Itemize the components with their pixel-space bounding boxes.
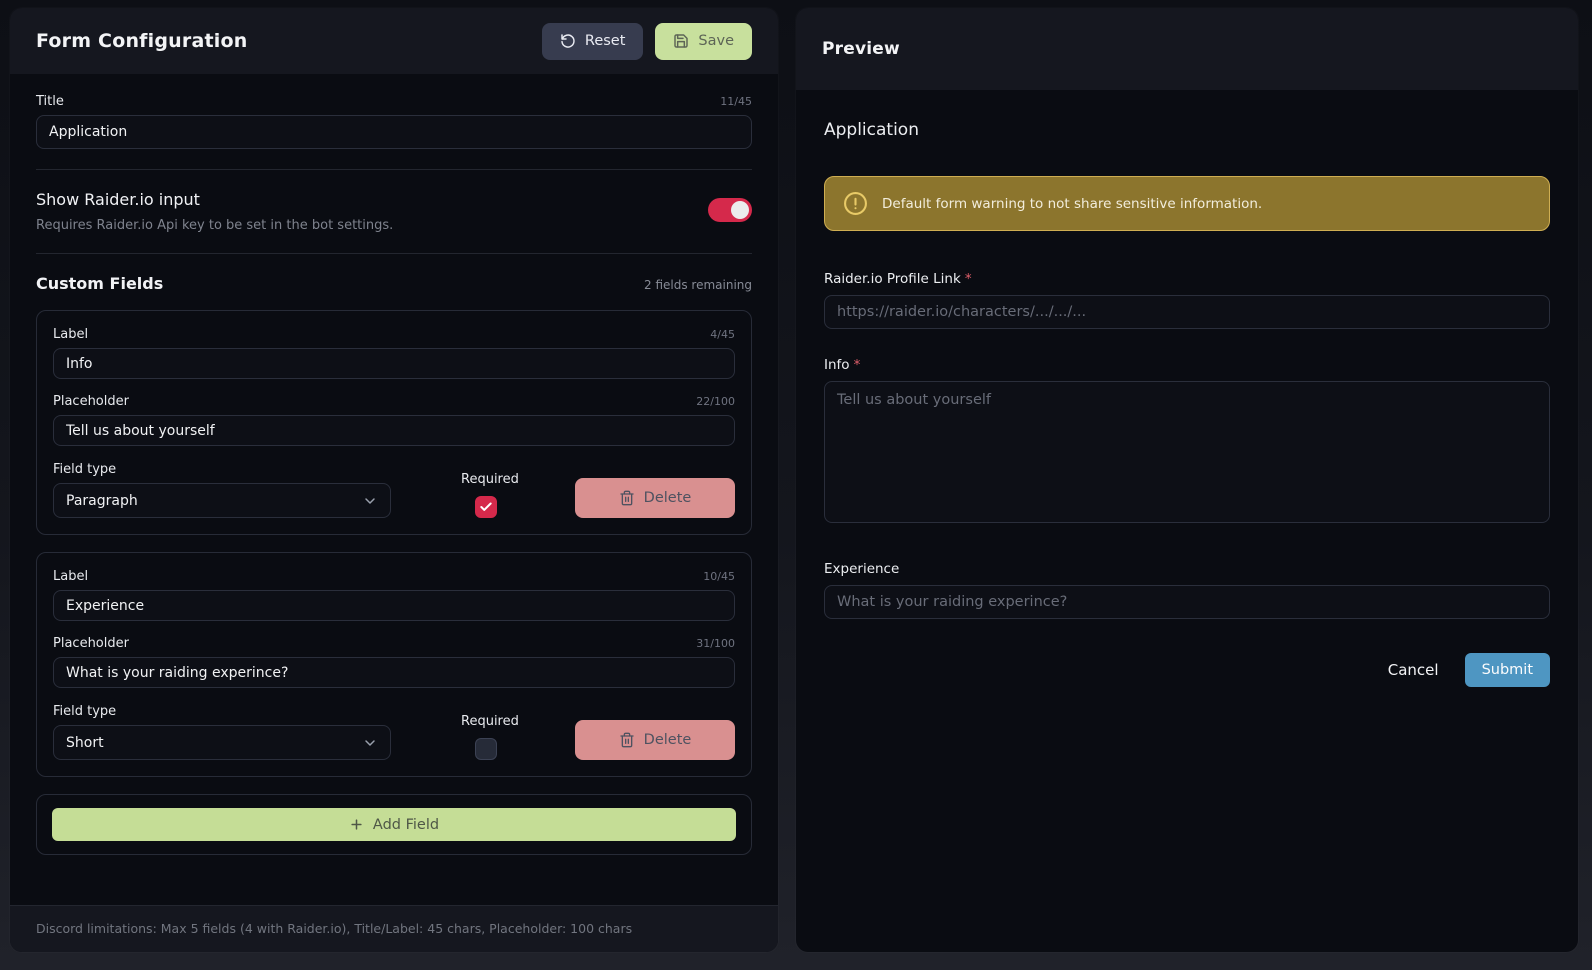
field-type-value: Paragraph	[66, 492, 138, 509]
header-actions: Reset Save	[541, 22, 752, 60]
chevron-down-icon	[362, 493, 378, 509]
raiderio-toggle-description: Requires Raider.io Api key to be set in …	[36, 218, 394, 233]
discord-limitations-footer: Discord limitations: Max 5 fields (4 wit…	[10, 905, 778, 952]
field-label-label: Label	[53, 569, 89, 584]
submit-button[interactable]: Submit	[1464, 653, 1550, 687]
required-asterisk: *	[964, 271, 972, 287]
warning-banner: Default form warning to not share sensit…	[824, 176, 1550, 231]
field-placeholder-label: Placeholder	[53, 636, 129, 651]
required-label: Required	[461, 714, 519, 729]
preview-field-label: Experience	[824, 561, 900, 577]
required-asterisk: *	[853, 357, 861, 373]
custom-field-card: Label 10/45 Placeholder 31/100 Field typ…	[36, 552, 752, 777]
preview-field-experience: Experience	[824, 561, 1550, 619]
add-field-label: Add Field	[372, 816, 440, 833]
delete-label: Delete	[643, 732, 692, 748]
label-char-counter: 10/45	[703, 570, 735, 583]
info-textarea[interactable]	[824, 381, 1550, 523]
field-type-select[interactable]: Paragraph	[53, 483, 391, 518]
field-type-select[interactable]: Short	[53, 725, 391, 760]
required-checkbox[interactable]	[475, 738, 497, 760]
custom-field-card: Label 4/45 Placeholder 22/100 Field type	[36, 310, 752, 535]
toggle-knob	[731, 201, 749, 219]
add-field-button[interactable]: Add Field	[52, 808, 736, 841]
preview-field-label: Info	[824, 357, 850, 373]
preview-field-info: Info *	[824, 357, 1550, 523]
field-placeholder-input[interactable]	[53, 415, 735, 446]
preview-panel: Preview Application Default form warning…	[796, 8, 1578, 952]
warning-text: Default form warning to not share sensit…	[882, 195, 1263, 212]
reset-icon	[560, 33, 576, 49]
custom-fields-header: Custom Fields 2 fields remaining	[36, 274, 752, 293]
preview-title: Preview	[822, 39, 900, 59]
trash-icon	[619, 490, 635, 506]
form-config-title: Form Configuration	[36, 30, 248, 52]
field-label-input[interactable]	[53, 348, 735, 379]
raiderio-toggle-row: Show Raider.io input Requires Raider.io …	[36, 190, 752, 233]
delete-field-button[interactable]: Delete	[575, 720, 735, 760]
preview-header: Preview	[796, 8, 1578, 90]
reset-button[interactable]: Reset	[541, 22, 644, 60]
raiderio-link-input[interactable]	[824, 295, 1550, 329]
save-label: Save	[698, 33, 734, 49]
title-char-counter: 11/45	[720, 95, 752, 108]
label-char-counter: 4/45	[710, 328, 735, 341]
experience-input[interactable]	[824, 585, 1550, 619]
divider	[36, 253, 752, 254]
chevron-down-icon	[362, 735, 378, 751]
field-type-label: Field type	[53, 704, 117, 719]
field-placeholder-label: Placeholder	[53, 394, 129, 409]
footer-note: Discord limitations: Max 5 fields (4 wit…	[36, 921, 633, 936]
title-field-row: Title 11/45	[36, 94, 752, 149]
preview-actions: Cancel Submit	[824, 653, 1550, 687]
preview-form-title: Application	[824, 120, 919, 140]
cancel-button[interactable]: Cancel	[1388, 653, 1439, 687]
preview-field-label: Raider.io Profile Link	[824, 271, 961, 287]
alert-circle-icon	[843, 191, 868, 216]
placeholder-char-counter: 22/100	[696, 395, 735, 408]
delete-field-button[interactable]: Delete	[575, 478, 735, 518]
raiderio-toggle[interactable]	[708, 198, 752, 222]
required-label: Required	[461, 472, 519, 487]
form-config-header: Form Configuration Reset Save	[10, 8, 778, 74]
field-type-value: Short	[66, 734, 104, 751]
preview-body: Application Default form warning to not …	[796, 90, 1578, 952]
field-label-label: Label	[53, 327, 89, 342]
placeholder-char-counter: 31/100	[696, 637, 735, 650]
plus-icon	[349, 817, 364, 832]
required-checkbox[interactable]	[475, 496, 497, 518]
fields-remaining-badge: 2 fields remaining	[644, 278, 752, 292]
custom-fields-heading: Custom Fields	[36, 274, 164, 293]
preview-field-raiderio: Raider.io Profile Link *	[824, 271, 1550, 329]
add-field-container: Add Field	[36, 794, 752, 855]
field-label-input[interactable]	[53, 590, 735, 621]
form-config-body: Title 11/45 Show Raider.io input Require…	[10, 74, 778, 905]
field-placeholder-input[interactable]	[53, 657, 735, 688]
trash-icon	[619, 732, 635, 748]
field-type-label: Field type	[53, 462, 117, 477]
reset-label: Reset	[584, 33, 626, 49]
check-icon	[480, 502, 492, 511]
save-button[interactable]: Save	[655, 22, 752, 60]
title-label: Title	[36, 94, 64, 109]
raiderio-toggle-label: Show Raider.io input	[36, 190, 200, 209]
save-icon	[673, 33, 689, 49]
delete-label: Delete	[643, 490, 692, 506]
divider	[36, 169, 752, 170]
title-input[interactable]	[36, 115, 752, 149]
form-configuration-panel: Form Configuration Reset Save	[10, 8, 778, 952]
